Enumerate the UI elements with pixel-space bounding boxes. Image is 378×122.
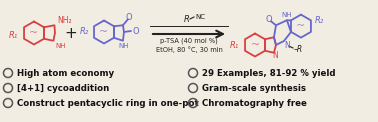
Text: ~: ~: [250, 40, 260, 50]
Text: ~: ~: [29, 28, 39, 38]
Text: ~: ~: [296, 21, 305, 31]
Text: 29 Examples, 81-92 % yield: 29 Examples, 81-92 % yield: [202, 69, 336, 78]
Text: p-TSA (40 mol %): p-TSA (40 mol %): [160, 38, 218, 44]
Text: N: N: [284, 41, 290, 51]
Text: NH: NH: [56, 43, 66, 49]
Text: NH: NH: [119, 43, 129, 49]
Text: R₁: R₁: [9, 30, 19, 40]
Text: EtOH, 80 °C, 30 min: EtOH, 80 °C, 30 min: [156, 47, 222, 53]
Text: R₂: R₂: [80, 27, 90, 36]
Text: ~: ~: [99, 27, 108, 37]
Text: R₁: R₁: [230, 41, 240, 50]
Text: O: O: [133, 26, 139, 36]
Text: Construct pentacyclic ring in one-pot: Construct pentacyclic ring in one-pot: [17, 99, 199, 108]
Text: [4+1] cycoaddition: [4+1] cycoaddition: [17, 84, 109, 93]
Text: Chromatography free: Chromatography free: [202, 99, 307, 108]
Text: O: O: [266, 15, 272, 24]
Text: O: O: [125, 13, 132, 22]
Text: NH: NH: [282, 12, 292, 18]
Text: R: R: [184, 15, 190, 24]
Text: –R: –R: [294, 45, 303, 54]
Text: NH₂: NH₂: [57, 16, 72, 25]
Text: NC: NC: [195, 14, 205, 20]
Text: High atom economy: High atom economy: [17, 69, 114, 78]
Text: R₂: R₂: [314, 16, 324, 25]
Text: Gram-scale synthesis: Gram-scale synthesis: [202, 84, 306, 93]
Text: +: +: [65, 26, 77, 41]
Text: N: N: [272, 51, 278, 60]
